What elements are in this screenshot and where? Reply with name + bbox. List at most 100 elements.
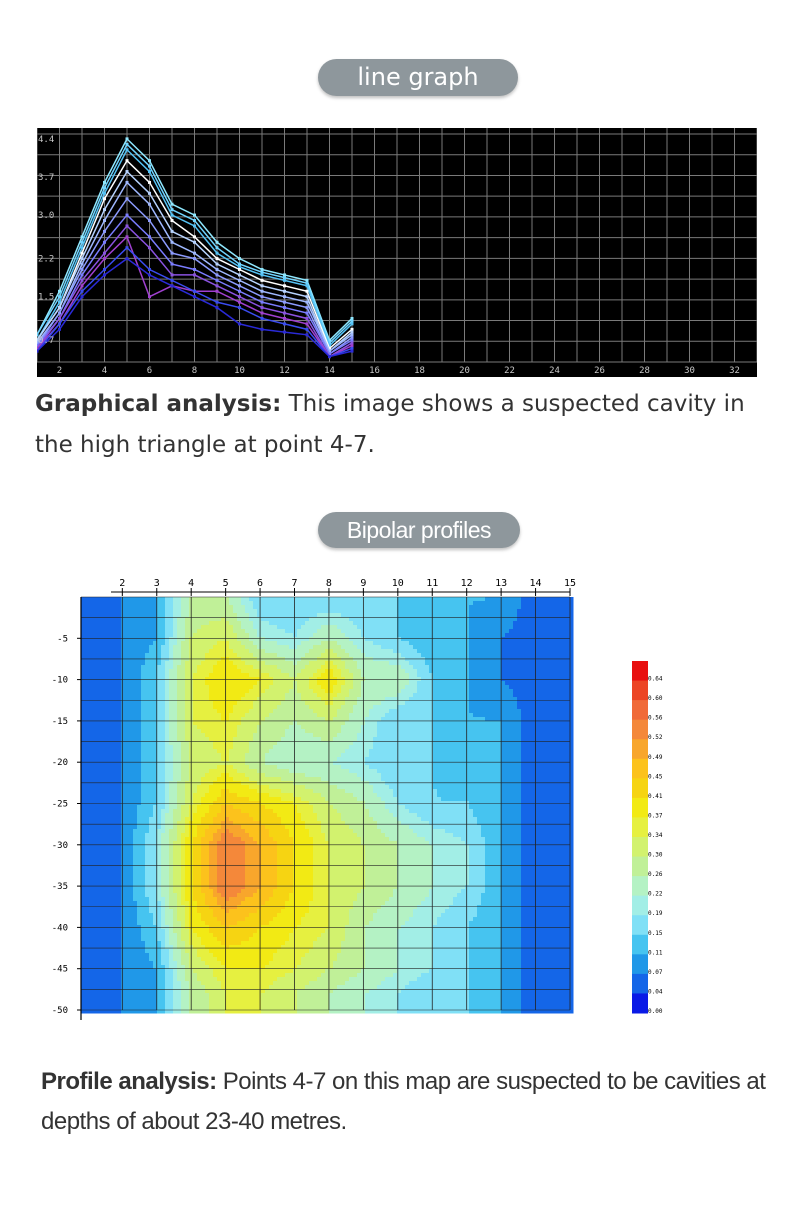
contour-cell [473, 641, 478, 646]
contour-cell [485, 597, 490, 602]
series-point [328, 349, 331, 353]
contour-cell [425, 645, 430, 650]
contour-cell [341, 701, 346, 706]
series-point [103, 208, 106, 212]
contour-cell [241, 633, 246, 638]
contour-cell [277, 669, 282, 674]
contour-cell [497, 601, 502, 606]
contour-cell [93, 601, 98, 606]
contour-cell [145, 625, 150, 630]
contour-cell [185, 609, 190, 614]
contour-cell [145, 665, 150, 670]
contour-cell [109, 705, 114, 710]
contour-cell [301, 681, 306, 686]
contour-cell [261, 605, 266, 610]
contour-cell [233, 745, 238, 750]
contour-cell [269, 645, 274, 650]
contour-cell [453, 669, 458, 674]
contour-cell [141, 713, 146, 718]
contour-cell [357, 641, 362, 646]
contour-cell [389, 625, 394, 630]
contour-cell [161, 625, 166, 630]
contour-cell [293, 677, 298, 682]
series-point [103, 273, 106, 277]
contour-cell [253, 681, 258, 686]
contour-cell [89, 665, 94, 670]
contour-cell [357, 725, 362, 730]
contour-cell [521, 729, 526, 734]
contour-cell [485, 649, 490, 654]
contour-cell [541, 713, 546, 718]
contour-cell [173, 613, 178, 618]
contour-cell [485, 721, 490, 726]
contour-cell [473, 653, 478, 658]
contour-cell [457, 673, 462, 678]
contour-cell [373, 673, 378, 678]
contour-cell [453, 661, 458, 666]
contour-cell [397, 673, 402, 678]
contour-cell [257, 689, 262, 694]
series-point [283, 300, 286, 304]
contour-cell [457, 597, 462, 602]
contour-cell [225, 653, 230, 658]
contour-cell [477, 669, 482, 674]
contour-cell [549, 673, 554, 678]
contour-cell [305, 657, 310, 662]
contour-cell [345, 621, 350, 626]
contour-cell [501, 721, 506, 726]
contour-cell [185, 633, 190, 638]
contour-cell [105, 625, 110, 630]
contour-cell [141, 733, 146, 738]
contour-cell [541, 605, 546, 610]
contour-cell [205, 629, 210, 634]
contour-cell [205, 745, 210, 750]
contour-cell [373, 729, 378, 734]
contour-cell [141, 681, 146, 686]
contour-cell [509, 709, 514, 714]
contour-cell [165, 689, 170, 694]
contour-cell [241, 609, 246, 614]
contour-cell [321, 629, 326, 634]
contour-cell [285, 641, 290, 646]
contour-cell [525, 729, 530, 734]
contour-cell [89, 653, 94, 658]
contour-cell [493, 661, 498, 666]
contour-cell [509, 689, 514, 694]
contour-cell [505, 613, 510, 618]
contour-cell [425, 713, 430, 718]
contour-cell [521, 669, 526, 674]
contour-cell [177, 645, 182, 650]
contour-cell [81, 745, 86, 750]
contour-cell [125, 625, 130, 630]
contour-cell [441, 661, 446, 666]
contour-cell [373, 625, 378, 630]
contour-cell [473, 633, 478, 638]
contour-cell [377, 661, 382, 666]
contour-cell [345, 717, 350, 722]
contour-cell [213, 629, 218, 634]
contour-cell [161, 749, 166, 754]
contour-cell [453, 629, 458, 634]
contour-cell [521, 637, 526, 642]
contour-cell [509, 657, 514, 662]
contour-cell [141, 641, 146, 646]
contour-cell [525, 625, 530, 630]
contour-cell [453, 673, 458, 678]
contour-cell [105, 613, 110, 618]
series-point [80, 235, 84, 239]
contour-cell [397, 685, 402, 690]
contour-cell [349, 669, 354, 674]
contour-cell [413, 737, 418, 742]
contour-cell [261, 653, 266, 658]
contour-cell [569, 689, 574, 694]
contour-cell [97, 609, 102, 614]
contour-cell [441, 657, 446, 662]
contour-cell [537, 621, 542, 626]
contour-cell [381, 741, 386, 746]
contour-cell [385, 649, 390, 654]
contour-cell [461, 653, 466, 658]
contour-cell [545, 613, 550, 618]
y-tick-label: 2.2 [38, 255, 54, 265]
contour-cell [293, 665, 298, 670]
contour-cell [89, 709, 94, 714]
